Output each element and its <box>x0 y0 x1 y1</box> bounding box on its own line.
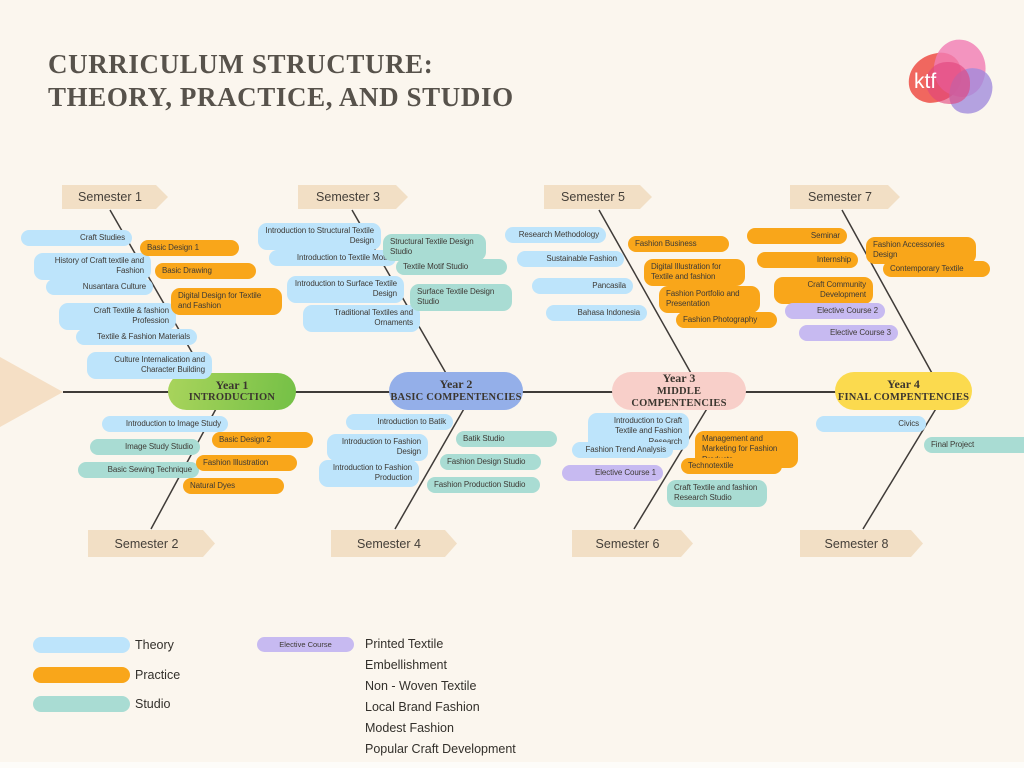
course-elective-3: Elective Course 3 <box>799 325 898 342</box>
course-sustainable-fashion: Sustainable Fashion <box>517 251 624 268</box>
course-intro-fashion-design: Introduction to Fashion Design <box>327 434 428 461</box>
course-intro-fashion-production: Introduction to Fashion Production <box>319 460 419 487</box>
course-craft-community: Craft Community Development <box>774 277 873 304</box>
logo-blob-magenta <box>926 62 970 104</box>
year-1-label: Year 1 <box>215 377 249 392</box>
legend-label-practice: Practice <box>135 668 181 682</box>
year-1-node: Year 1 INTRODUCTION <box>168 373 296 410</box>
year-2-subtitle: BASIC COMPENTENCIES <box>390 391 522 403</box>
course-research-methodology: Research Methodology <box>505 227 606 244</box>
course-fashion-illustration: Fashion Illustration <box>196 455 297 472</box>
course-basic-design-1: Basic Design 1 <box>140 240 239 257</box>
legend-swatch-theory <box>33 637 130 653</box>
focus-item-embellishment: Embellishment <box>365 658 447 672</box>
course-civics: Civics <box>816 416 926 433</box>
page-title-line1: CURRICULUM STRUCTURE: <box>48 49 434 79</box>
course-structural-textile-studio: Structural Textile Design Studio <box>383 234 486 261</box>
year-3-node: Year 3 MIDDLE COMPENTENCIES <box>612 371 746 410</box>
course-intro-image-study: Introduction to Image Study <box>102 416 228 433</box>
course-craft-studies: Craft Studies <box>21 230 132 247</box>
ktf-logo: ktf <box>902 33 998 126</box>
year-3-label: Year 3 <box>662 371 696 386</box>
course-history-craft-textile: History of Craft textile and Fashion <box>34 253 151 280</box>
course-fashion-production-studio: Fashion Production Studio <box>427 477 540 494</box>
focus-item-popular-craft-development: Popular Craft Development <box>365 742 516 756</box>
course-fashion-design-studio: Fashion Design Studio <box>440 454 541 471</box>
focus-item-non-woven-textile: Non - Woven Textile <box>365 679 477 693</box>
year-2-node: Year 2 BASIC COMPENTENCIES <box>389 372 523 410</box>
focus-list: Printed Textile Embellishment Non - Wove… <box>365 637 516 756</box>
legend-swatch-elective: Elective Course <box>257 637 354 652</box>
course-basic-sewing-technique: Basic Sewing Technique <box>78 462 199 479</box>
course-seminar: Seminar <box>747 228 847 245</box>
course-contemporary-textile: Contemporary Textile <box>883 261 990 278</box>
focus-item-local-brand-fashion: Local Brand Fashion <box>365 700 480 714</box>
year-4-subtitle: FINAL COMPENTENCIES <box>837 391 970 403</box>
course-elective-2: Elective Course 2 <box>785 303 885 320</box>
page-title: CURRICULUM STRUCTURE: THEORY, PRACTICE, … <box>48 48 514 114</box>
semester-6-flag: Semester 6 <box>572 530 693 557</box>
legend-swatch-studio <box>33 696 130 712</box>
course-intro-surface-textile: Introduction to Surface Textile Design <box>287 276 404 303</box>
course-batik-studio: Batik Studio <box>456 431 557 448</box>
course-natural-dyes: Natural Dyes <box>183 478 284 495</box>
course-nusantara-culture: Nusantara Culture <box>46 279 153 296</box>
course-intro-structural-textile: Introduction to Structural Textile Desig… <box>258 223 381 250</box>
year-3-subtitle: MIDDLE COMPENTENCIES <box>631 385 727 409</box>
course-basic-design-2: Basic Design 2 <box>212 432 313 449</box>
course-fashion-photography: Fashion Photography <box>676 312 777 329</box>
course-basic-drawing: Basic Drawing <box>155 263 256 280</box>
course-fashion-trend-analysis: Fashion Trend Analysis <box>572 442 673 459</box>
logo-text: ktf <box>914 70 937 93</box>
year-2-label: Year 2 <box>439 377 473 392</box>
year-4-label: Year 4 <box>887 377 920 392</box>
course-technotextile: Technotextile <box>681 458 782 475</box>
course-bahasa-indonesia: Bahasa Indonesia <box>546 305 647 322</box>
course-intro-textile-motif: Introduction to Textile Motif <box>269 250 396 267</box>
page-title-line2: THEORY, PRACTICE, AND STUDIO <box>48 81 514 112</box>
semester-7-flag: Semester 7 <box>790 185 900 209</box>
course-digital-design: Digital Design for Textile and Fashion <box>171 288 282 315</box>
course-craft-research-studio: Craft Textile and fashion Research Studi… <box>667 480 767 507</box>
year-4-node: Year 4 FINAL COMPENTENCIES <box>835 372 972 410</box>
course-fashion-portfolio: Fashion Portfolio and Presentation <box>659 286 760 313</box>
semester-3-flag: Semester 3 <box>298 185 408 209</box>
course-textile-fashion-materials: Textile & Fashion Materials <box>76 329 197 346</box>
focus-item-printed-textile: Printed Textile <box>365 637 444 651</box>
semester-1-flag: Semester 1 <box>62 185 168 209</box>
bottom-edge-strip <box>0 762 1024 768</box>
focus-item-modest-fashion: Modest Fashion <box>365 721 454 735</box>
course-fashion-accessories: Fashion Accessories Design <box>866 237 976 264</box>
course-craft-textile-profession: Craft Textile & fashion Profession <box>59 303 176 330</box>
course-intro-batik: Introduction to Batik <box>346 414 453 431</box>
semester-8-flag: Semester 8 <box>800 530 923 557</box>
course-textile-motif-studio: Textile Motif Studio <box>396 259 507 276</box>
semester-4-flag: Semester 4 <box>331 530 457 557</box>
semester-2-flag: Semester 2 <box>88 530 215 557</box>
legend-label-theory: Theory <box>135 638 174 652</box>
course-elective-1: Elective Course 1 <box>562 465 663 482</box>
course-internship: Internship <box>757 252 858 269</box>
course-digital-illustration: Digital Illustration for Textile and fas… <box>644 259 745 286</box>
course-fashion-business: Fashion Business <box>628 236 729 253</box>
course-image-study-studio: Image Study Studio <box>90 439 200 456</box>
legend-swatch-practice <box>33 667 130 683</box>
spine-arrow-head <box>0 357 63 427</box>
course-pancasila: Pancasila <box>532 278 633 295</box>
legend-label-studio: Studio <box>135 697 171 711</box>
course-culture-internalication: Culture Internalication and Character Bu… <box>87 352 212 379</box>
semester-5-flag: Semester 5 <box>544 185 652 209</box>
year-1-subtitle: INTRODUCTION <box>188 392 276 404</box>
course-traditional-textiles: Traditional Textiles and Ornaments <box>303 305 420 332</box>
course-surface-textile-studio: Surface Textile Design Studio <box>410 284 512 311</box>
course-final-project: Final Project <box>924 437 1024 454</box>
